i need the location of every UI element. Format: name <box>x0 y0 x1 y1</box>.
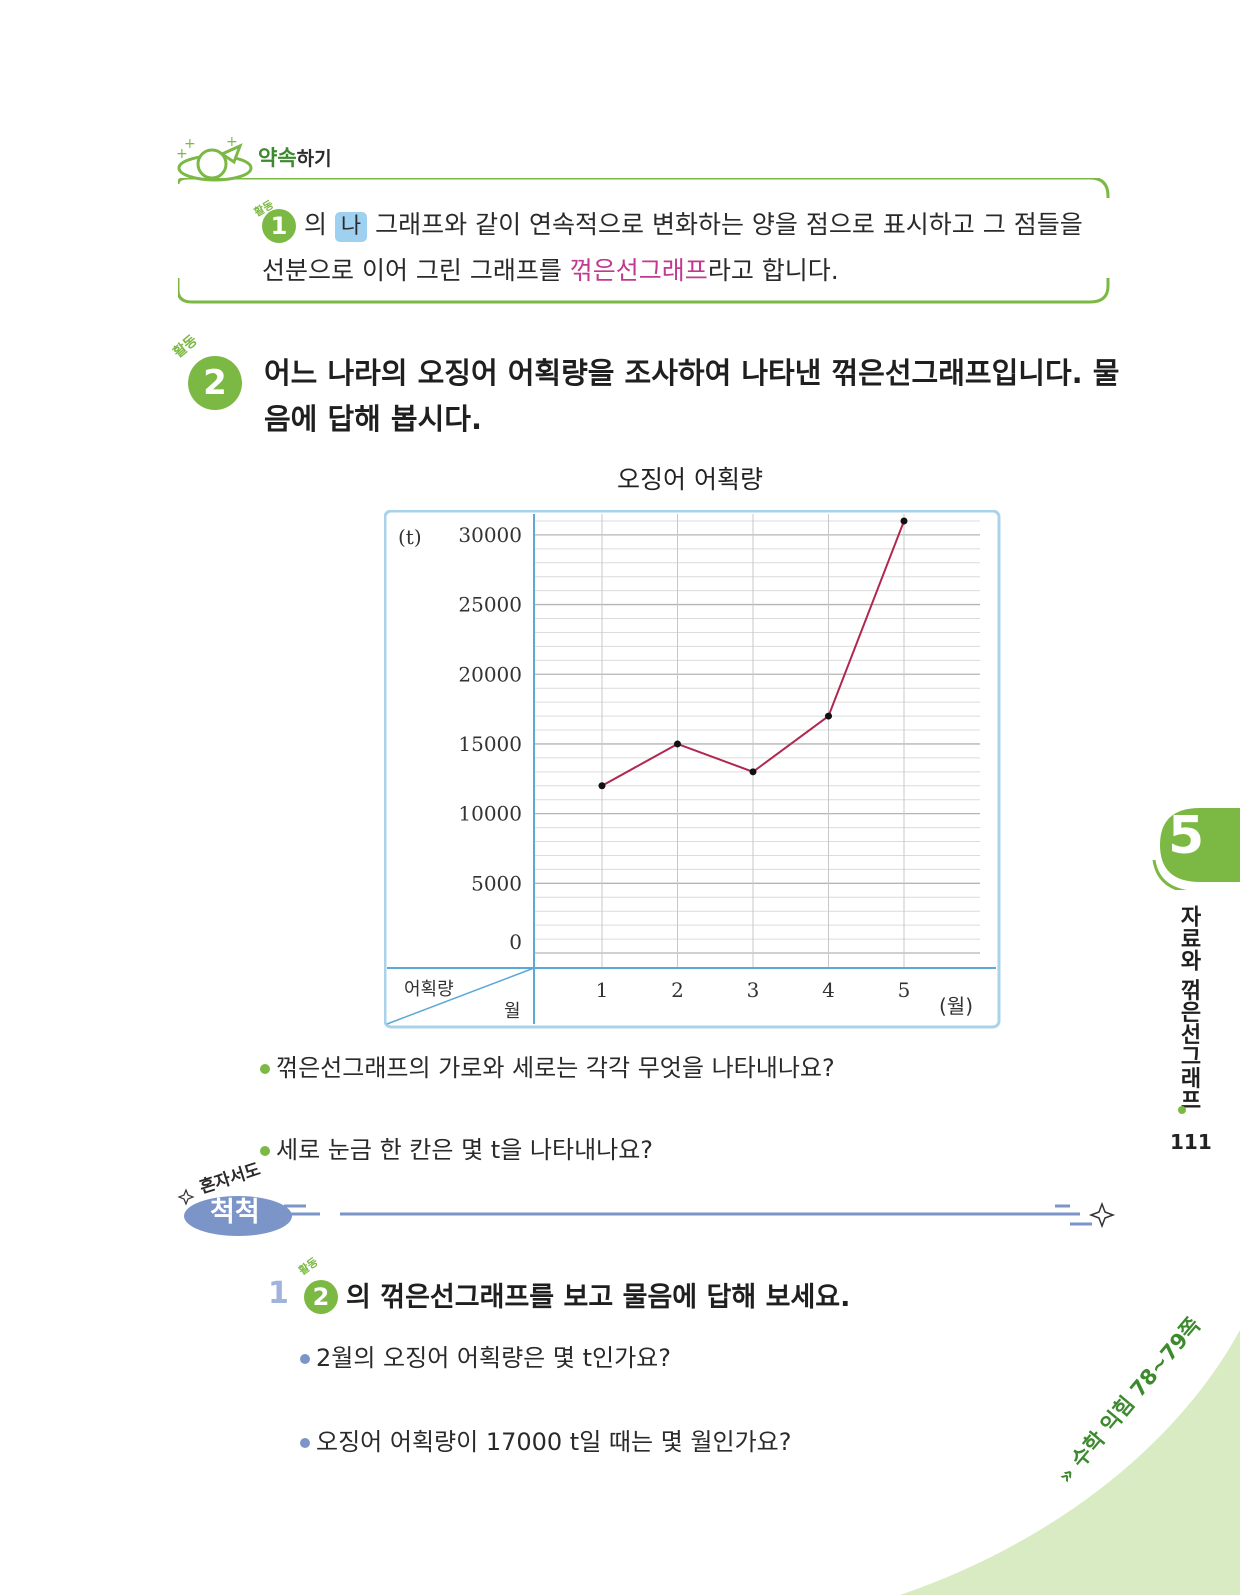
y-tick-label: 5000 <box>471 871 522 895</box>
activity-1-badge: 1 <box>262 209 296 243</box>
data-point <box>749 768 757 776</box>
chart-frame <box>384 510 1001 1029</box>
y-tick-label: 30000 <box>458 523 522 547</box>
x-unit-label: (월) <box>939 994 973 1018</box>
x-tick-label: 4 <box>822 978 835 1002</box>
practice-number: 1 <box>268 1276 289 1311</box>
activity-2-badge: 2 <box>188 356 242 410</box>
alone-section-divider <box>284 1201 1116 1229</box>
promise-title: 약속하기 <box>258 146 332 170</box>
promise-line-2: 선분으로 이어 그린 그래프를 꺾은선그래프라고 합니다. <box>262 256 839 285</box>
x-tick-label: 5 <box>898 978 911 1002</box>
data-point <box>674 740 681 748</box>
practice-question-2: 오징어 어획량이 17000 t일 때는 몇 월인가요? <box>300 1422 791 1457</box>
y-tick-labels: 30000 25000 20000 15000 10000 5000 0 <box>458 523 522 954</box>
practice-question-1: 2월의 오징어 어획량은 몇 t인가요? <box>300 1338 671 1373</box>
promise-line-1: 활동 1 의 나 그래프와 같이 연속적으로 변화하는 양을 점으로 표시하고 … <box>252 198 1092 248</box>
bullet-dot <box>260 1064 270 1074</box>
svg-text:+: + <box>226 134 238 150</box>
y-tick-label: 10000 <box>458 802 522 826</box>
promise-text: 활동 1 의 나 그래프와 같이 연속적으로 변화하는 양을 점으로 표시하고 … <box>252 198 1092 294</box>
chapter-title: 자료와 꺾은선그래프 <box>1176 905 1201 1111</box>
promise-box-frame <box>178 178 1110 304</box>
data-points <box>598 517 908 790</box>
line-chart: 어획량 월 (t) (월) 30000250002000015000100005… <box>384 510 1001 1029</box>
chapter-number: 5 <box>1168 806 1205 866</box>
x-tick-label: 2 <box>671 978 684 1002</box>
svg-text:+: + <box>184 136 196 152</box>
term-highlight: 꺾은선그래프 <box>569 256 708 285</box>
alone-big-label: 척척 <box>210 1197 260 1228</box>
data-point <box>825 712 832 720</box>
horizontal-gridlines <box>534 520 980 954</box>
planet-icon <box>177 1188 292 1236</box>
data-point <box>598 782 606 790</box>
y-tick-label: 20000 <box>458 662 522 686</box>
corner-bottom-label: 월 <box>504 1001 521 1022</box>
bullet-dot <box>300 1354 310 1364</box>
x-tick-label: 3 <box>747 978 760 1002</box>
activity-2-question: 어느 나라의 오징어 어획량을 조사하여 나타낸 꺾은선그래프입니다. 물음에 … <box>264 356 1120 436</box>
x-tick-label: 1 <box>596 978 609 1002</box>
corner-diagonal <box>386 967 535 1025</box>
x-tick-labels: 1 2 3 4 5 <box>596 978 911 1002</box>
data-point <box>900 517 908 525</box>
question-2: 세로 눈금 한 칸은 몇 t을 나타내나요? <box>260 1130 653 1165</box>
graph-na-pill: 나 <box>334 212 368 242</box>
practice-activity-badge: 2 <box>304 1280 338 1314</box>
side-dot <box>1178 1106 1186 1114</box>
y-tick-label: 25000 <box>458 593 522 617</box>
y-tick-label: 0 <box>509 930 522 954</box>
svg-text:+: + <box>176 146 188 162</box>
bullet-dot <box>300 1438 310 1448</box>
bullet-dot <box>260 1146 270 1156</box>
y-tick-label: 15000 <box>458 732 522 756</box>
sparkle-icon <box>1088 1201 1116 1229</box>
chart-title: 오징어 어획량 <box>617 465 763 494</box>
practice-title: 의 꺾은선그래프를 보고 물음에 답해 보세요. <box>346 1282 851 1313</box>
page-number: 111 <box>1170 1130 1212 1154</box>
question-1: 꺾은선그래프의 가로와 세로는 각각 무엇을 나타내나요? <box>260 1048 835 1083</box>
y-unit-label: (t) <box>398 525 422 549</box>
corner-top-label: 어획량 <box>404 979 454 1000</box>
alone-badge: 혼자서도 척척 <box>176 1160 296 1242</box>
chapter-tab <box>1152 808 1240 890</box>
